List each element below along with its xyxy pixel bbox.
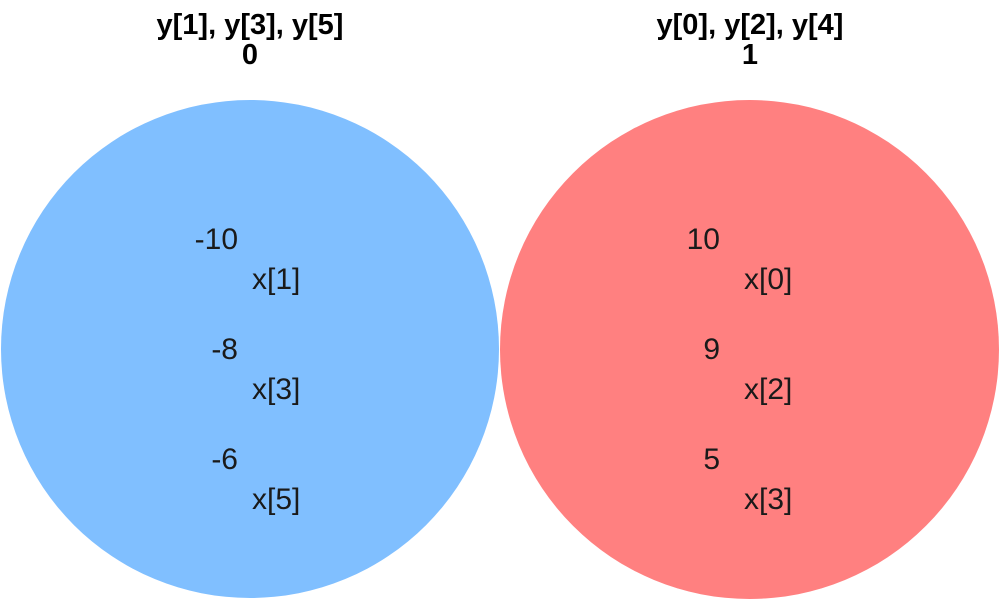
set-left-item: -6 x[5] xyxy=(0,400,500,516)
item-value: 10 xyxy=(686,223,720,256)
item-value: 5 xyxy=(703,443,720,476)
item-variable: x[3] xyxy=(744,483,793,516)
set-right-heading: y[0], y[2], y[4] 1 xyxy=(500,10,1000,70)
item-variable: x[2] xyxy=(744,373,793,406)
item-value: -8 xyxy=(211,333,238,366)
item-variable: x[3] xyxy=(252,373,301,406)
set-right-item: 10 x[0] xyxy=(500,180,1000,296)
item-variable: x[0] xyxy=(744,263,793,296)
set-right-heading-value: 1 xyxy=(741,39,759,71)
item-value: 9 xyxy=(703,333,720,366)
set-right-heading-labels: y[0], y[2], y[4] xyxy=(656,9,844,41)
set-left: y[1], y[3], y[5] 0 -10 x[1] -8 x[3] -6 x… xyxy=(0,10,500,598)
set-left-heading: y[1], y[3], y[5] 0 xyxy=(0,10,500,70)
set-right-circle xyxy=(500,100,999,599)
item-variable: x[1] xyxy=(252,263,301,296)
set-right-item: 9 x[2] xyxy=(500,290,1000,406)
set-left-item: -10 x[1] xyxy=(0,180,500,296)
set-left-circle xyxy=(1,100,499,598)
item-variable: x[5] xyxy=(252,483,301,516)
set-left-heading-value: 0 xyxy=(241,39,259,71)
set-right: y[0], y[2], y[4] 1 10 x[0] 9 x[2] 5 x[3] xyxy=(500,0,1000,600)
set-left-item: -8 x[3] xyxy=(0,290,500,406)
set-right-item: 5 x[3] xyxy=(500,400,1000,516)
item-value: -6 xyxy=(211,443,238,476)
item-value: -10 xyxy=(194,223,238,256)
set-left-heading-labels: y[1], y[3], y[5] xyxy=(156,9,344,41)
